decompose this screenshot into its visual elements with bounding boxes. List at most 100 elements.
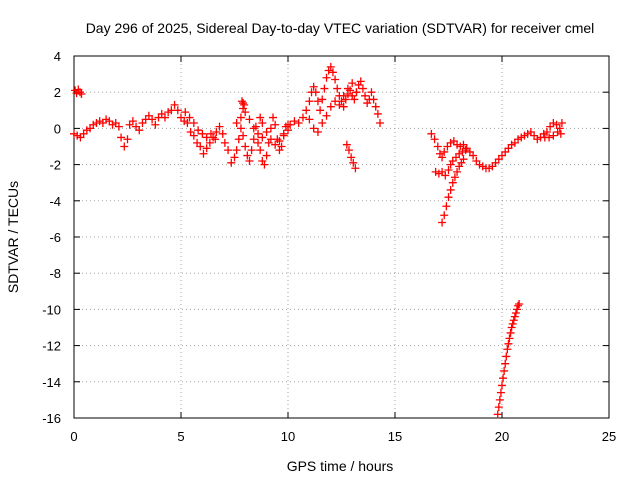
data-point xyxy=(331,97,340,106)
data-point xyxy=(333,84,342,93)
plot-frame xyxy=(73,55,610,419)
data-point xyxy=(459,155,468,164)
data-point xyxy=(160,113,169,122)
data-point xyxy=(266,135,275,144)
series-main-morning xyxy=(70,100,292,169)
data-point xyxy=(427,129,436,138)
data-point xyxy=(269,113,278,122)
data-point xyxy=(348,79,357,88)
data-point xyxy=(350,95,359,104)
data-point xyxy=(230,153,239,162)
data-point xyxy=(504,339,513,348)
data-point xyxy=(373,109,382,118)
data-point xyxy=(448,178,457,187)
data-point xyxy=(326,102,335,111)
x-tick-label: 5 xyxy=(177,429,184,444)
x-tick-label: 15 xyxy=(388,429,402,444)
series-afternoon-lower xyxy=(431,146,470,227)
y-tick-label: -4 xyxy=(49,194,61,209)
data-point xyxy=(251,122,260,131)
data-point xyxy=(75,88,84,97)
y-tick-label: -2 xyxy=(49,158,61,173)
data-point xyxy=(151,120,160,129)
data-point xyxy=(258,118,267,127)
data-point xyxy=(511,309,520,318)
data-point xyxy=(503,345,512,354)
data-point xyxy=(262,151,271,160)
data-points xyxy=(70,62,566,419)
data-point xyxy=(232,146,241,155)
data-point xyxy=(309,82,318,91)
data-point xyxy=(349,158,358,167)
data-point xyxy=(266,124,275,133)
data-point xyxy=(173,106,182,115)
data-point xyxy=(446,160,455,169)
data-point xyxy=(239,99,248,108)
data-point xyxy=(514,301,523,310)
data-point xyxy=(258,156,267,165)
data-point xyxy=(512,305,521,314)
data-point xyxy=(367,88,376,97)
data-point xyxy=(509,316,518,325)
data-point xyxy=(444,166,453,175)
x-tick-label: 25 xyxy=(602,429,616,444)
data-point xyxy=(240,100,249,109)
data-point xyxy=(236,113,245,122)
data-point xyxy=(502,352,511,361)
data-point xyxy=(440,147,449,156)
data-point xyxy=(430,135,439,144)
data-point xyxy=(320,84,329,93)
data-point xyxy=(469,151,478,160)
data-point xyxy=(117,133,126,142)
data-point xyxy=(311,88,320,97)
data-point xyxy=(264,138,273,147)
data-point xyxy=(450,173,459,182)
data-point xyxy=(275,137,284,146)
data-point xyxy=(211,135,220,144)
data-point xyxy=(324,66,333,75)
data-point xyxy=(234,135,243,144)
data-point xyxy=(198,129,207,138)
x-tick-label: 20 xyxy=(495,429,509,444)
data-point xyxy=(294,118,303,127)
data-point xyxy=(199,149,208,158)
y-tick-label: -6 xyxy=(49,230,61,245)
data-point xyxy=(500,366,509,375)
data-point xyxy=(196,142,205,151)
data-point xyxy=(369,95,378,104)
data-point xyxy=(438,218,447,227)
data-point xyxy=(493,410,502,419)
data-point xyxy=(202,133,211,142)
data-point xyxy=(376,118,385,127)
x-axis-label: GPS time / hours xyxy=(287,458,394,474)
data-point xyxy=(494,403,503,412)
data-point xyxy=(339,91,348,100)
data-point xyxy=(114,122,123,131)
data-point xyxy=(245,156,254,165)
data-point xyxy=(540,133,549,142)
data-point xyxy=(313,97,322,106)
data-point xyxy=(215,122,224,131)
data-point xyxy=(290,117,299,126)
data-point xyxy=(322,111,331,120)
data-point xyxy=(496,388,505,397)
data-point xyxy=(249,124,258,133)
y-tick-label: -16 xyxy=(42,411,61,426)
data-point xyxy=(318,95,327,104)
data-point xyxy=(262,128,271,137)
data-point xyxy=(284,126,292,135)
x-tick-labels: 0 5 10 15 20 25 xyxy=(70,429,616,444)
data-point xyxy=(461,146,470,155)
data-point xyxy=(339,102,348,111)
data-point xyxy=(181,108,190,117)
data-point xyxy=(322,73,331,82)
data-point xyxy=(185,113,194,122)
chart-title: Day 296 of 2025, Sidereal Day-to-day VTE… xyxy=(86,20,595,36)
data-point xyxy=(347,153,356,162)
data-point xyxy=(277,142,286,151)
y-tick-label: 2 xyxy=(54,85,61,100)
data-point xyxy=(505,334,514,343)
data-point xyxy=(305,115,314,124)
data-point xyxy=(549,131,558,140)
y-tick-label: -12 xyxy=(42,339,61,354)
